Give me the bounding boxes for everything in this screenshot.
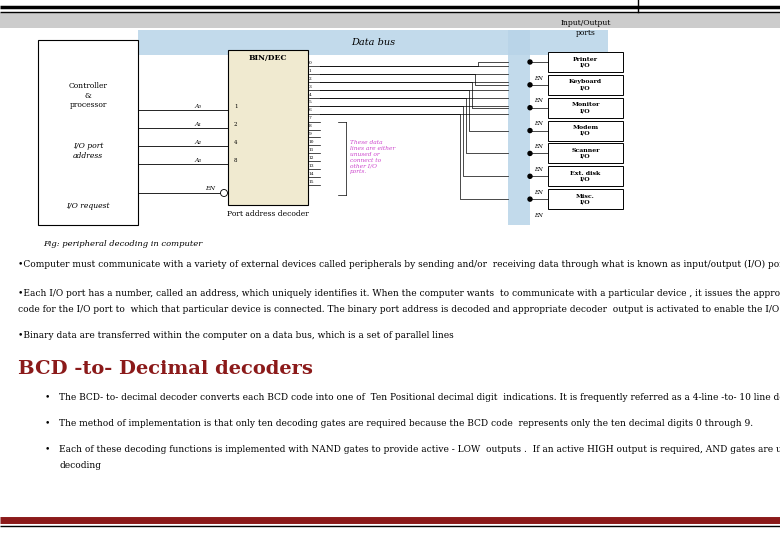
FancyBboxPatch shape <box>228 50 308 205</box>
Text: A₂: A₂ <box>194 139 201 145</box>
Text: EN: EN <box>534 167 543 172</box>
Circle shape <box>528 197 532 201</box>
Text: Port address decoder: Port address decoder <box>227 210 309 218</box>
FancyBboxPatch shape <box>548 120 623 140</box>
FancyBboxPatch shape <box>548 166 623 186</box>
FancyBboxPatch shape <box>138 30 608 55</box>
Text: 1: 1 <box>309 69 312 73</box>
Text: 14: 14 <box>309 172 314 176</box>
Text: 8: 8 <box>309 124 312 129</box>
Text: 15: 15 <box>309 180 314 184</box>
Text: I/O port
address: I/O port address <box>73 143 103 160</box>
FancyBboxPatch shape <box>548 189 623 209</box>
Text: •Binary data are transferred within the computer on a data bus, which is a set o: •Binary data are transferred within the … <box>18 332 454 341</box>
Text: 7: 7 <box>309 116 312 120</box>
Text: 8: 8 <box>234 158 237 163</box>
Text: BCD -to- Decimal decoders: BCD -to- Decimal decoders <box>18 360 313 378</box>
Text: 10: 10 <box>309 140 314 144</box>
FancyBboxPatch shape <box>548 98 623 118</box>
Text: Fig: peripheral decoding in computer: Fig: peripheral decoding in computer <box>43 240 202 248</box>
Circle shape <box>528 60 532 64</box>
Text: Input/Output
ports: Input/Output ports <box>560 19 611 37</box>
Text: Printer
I/O: Printer I/O <box>573 57 598 68</box>
FancyBboxPatch shape <box>508 30 530 225</box>
Text: decoding: decoding <box>59 462 101 470</box>
Text: Monitor
I/O: Monitor I/O <box>571 102 600 113</box>
Text: EN: EN <box>534 76 543 80</box>
Text: Scanner
I/O: Scanner I/O <box>571 148 600 159</box>
Text: Data bus: Data bus <box>351 38 395 47</box>
FancyBboxPatch shape <box>548 52 623 72</box>
Text: 1: 1 <box>234 104 237 109</box>
Text: •Computer must communicate with a variety of external devices called peripherals: •Computer must communicate with a variet… <box>18 260 780 269</box>
Text: These data
lines are either
unused or
connect to
other I/O
ports.: These data lines are either unused or co… <box>350 140 395 174</box>
Circle shape <box>528 174 532 178</box>
Circle shape <box>221 190 228 197</box>
FancyBboxPatch shape <box>548 75 623 95</box>
Text: 13: 13 <box>309 164 314 168</box>
Text: EN: EN <box>534 190 543 195</box>
FancyBboxPatch shape <box>548 144 623 164</box>
Circle shape <box>528 129 532 133</box>
Text: 3: 3 <box>309 85 312 89</box>
Text: EN: EN <box>534 144 543 149</box>
Text: •   Each of these decoding functions is implemented with NAND gates to provide a: • Each of these decoding functions is im… <box>45 444 780 454</box>
Text: Keyboard
I/O: Keyboard I/O <box>569 79 602 90</box>
FancyBboxPatch shape <box>38 40 138 225</box>
Circle shape <box>528 83 532 87</box>
FancyBboxPatch shape <box>0 13 780 28</box>
Text: Ext. disk
I/O: Ext. disk I/O <box>570 171 601 181</box>
Text: 2: 2 <box>309 77 312 80</box>
Text: 4: 4 <box>234 139 237 145</box>
Circle shape <box>528 106 532 110</box>
Text: EN: EN <box>534 98 543 103</box>
Text: 5: 5 <box>309 100 312 104</box>
Text: 11: 11 <box>309 148 314 152</box>
Text: Controller
&
processor: Controller & processor <box>69 82 108 109</box>
Text: 12: 12 <box>309 156 314 160</box>
Text: I/O request: I/O request <box>66 202 110 211</box>
Text: BIN/DEC: BIN/DEC <box>249 54 287 62</box>
Text: A₃: A₃ <box>194 158 201 163</box>
Text: •   The method of implementation is that only ten decoding gates are required be: • The method of implementation is that o… <box>45 418 753 428</box>
Text: 4: 4 <box>309 92 312 97</box>
Text: 9: 9 <box>309 132 312 136</box>
Text: A₁: A₁ <box>194 122 201 126</box>
Text: code for the I/O port to  which that particular device is connected. The binary : code for the I/O port to which that part… <box>18 306 780 314</box>
Text: A₀: A₀ <box>194 104 201 109</box>
Circle shape <box>528 151 532 156</box>
Text: 0: 0 <box>309 61 312 65</box>
Text: 6: 6 <box>309 109 312 112</box>
Text: EN: EN <box>534 213 543 218</box>
Text: Misc.
I/O: Misc. I/O <box>576 194 595 205</box>
Text: Modem
I/O: Modem I/O <box>573 125 598 136</box>
Text: 2: 2 <box>234 122 237 126</box>
Text: EN: EN <box>534 121 543 126</box>
Text: •   The BCD- to- decimal decoder converts each BCD code into one of  Ten Positio: • The BCD- to- decimal decoder converts … <box>45 393 780 402</box>
Text: EN: EN <box>205 186 215 192</box>
Text: •Each I/O port has a number, called an address, which uniquely identifies it. Wh: •Each I/O port has a number, called an a… <box>18 288 780 298</box>
